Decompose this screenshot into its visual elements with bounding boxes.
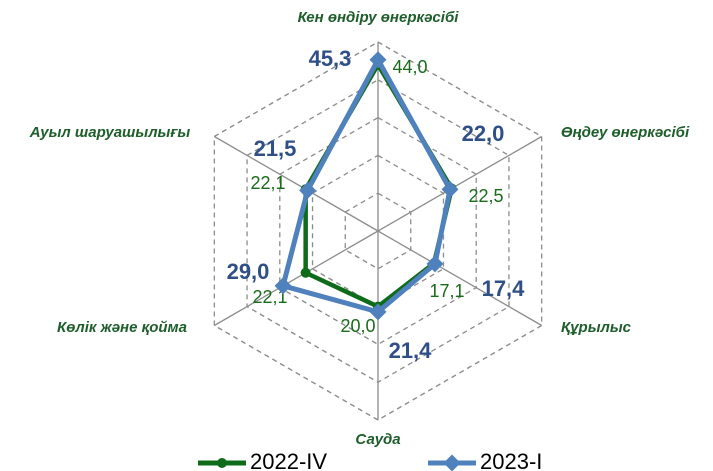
category-label: Құрылыс	[561, 319, 632, 336]
category-label: Өңдеу өнеркәсібі	[561, 124, 690, 141]
value-label: 20,0	[340, 316, 375, 336]
marker	[441, 180, 459, 198]
spoke	[213, 135, 379, 232]
value-label: 45,3	[309, 46, 352, 71]
category-label: Ауыл шаруашылығы	[29, 124, 191, 141]
legend-label: 2022-IV	[250, 449, 327, 471]
marker	[299, 181, 317, 199]
category-label: Сауда	[355, 431, 400, 448]
value-label: 17,1	[429, 281, 464, 301]
legend-label: 2023-I	[480, 449, 542, 471]
value-label: 22,0	[462, 121, 505, 146]
value-label: 29,0	[227, 259, 270, 284]
spoke	[377, 135, 543, 232]
value-label: 17,4	[482, 276, 526, 301]
value-label: 22,1	[250, 173, 285, 193]
value-label: 21,4	[389, 338, 433, 363]
marker	[274, 277, 292, 295]
value-label: 21,5	[254, 136, 297, 161]
legend-marker	[443, 454, 461, 471]
value-label: 22,5	[468, 186, 503, 206]
marker	[426, 255, 444, 273]
marker	[369, 303, 387, 321]
value-label: 22,1	[252, 287, 287, 307]
legend-marker	[217, 458, 227, 468]
marker	[300, 267, 311, 278]
value-label: 44,0	[392, 57, 427, 77]
spoke	[377, 230, 543, 327]
category-label: Көлік және қойма	[57, 319, 187, 336]
spoke	[213, 230, 379, 327]
category-label: Кен өндіру өнеркәсібі	[298, 9, 460, 26]
